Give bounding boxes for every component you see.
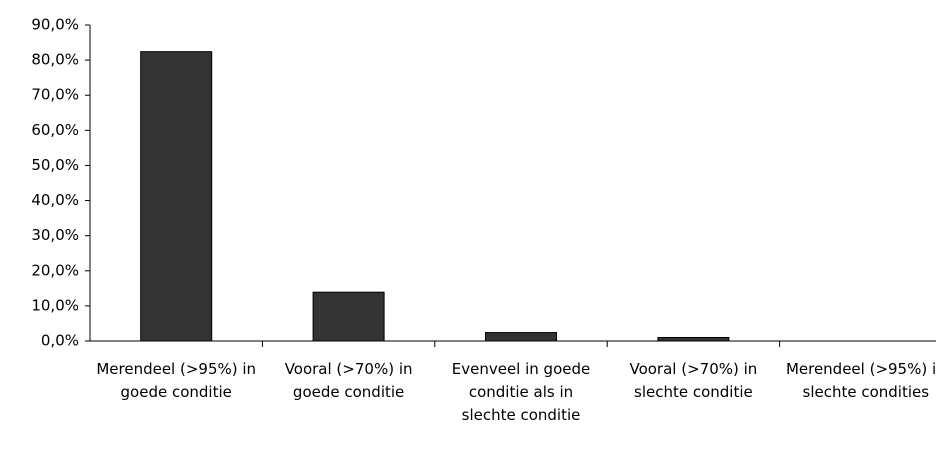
- y-tick-label: 40,0%: [31, 191, 79, 209]
- y-tick-label: 70,0%: [31, 86, 79, 104]
- y-tick-label: 0,0%: [41, 332, 79, 350]
- bar: [140, 51, 213, 342]
- x-tick-label: Merendeel (>95%) in slechte condities: [785, 360, 936, 401]
- x-tick-label: Evenveel in goede conditie als in slecht…: [451, 360, 591, 424]
- bar: [657, 336, 730, 342]
- y-tick-label: 80,0%: [31, 51, 79, 69]
- y-tick-label: 10,0%: [31, 296, 79, 314]
- bar: [485, 332, 557, 342]
- y-tick-label: 30,0%: [31, 226, 79, 244]
- y-tick-label: 20,0%: [31, 261, 79, 279]
- x-tick-label: Merendeel (>95%) in goede conditie: [96, 360, 257, 401]
- x-tick-label: Vooral (>70%) in slechte conditie: [629, 360, 758, 401]
- y-tick-label: 90,0%: [31, 16, 79, 34]
- y-tick-label: 50,0%: [31, 156, 79, 174]
- bar: [312, 291, 385, 342]
- y-tick-label: 60,0%: [31, 121, 79, 139]
- x-tick-label: Vooral (>70%) in goede conditie: [284, 360, 413, 401]
